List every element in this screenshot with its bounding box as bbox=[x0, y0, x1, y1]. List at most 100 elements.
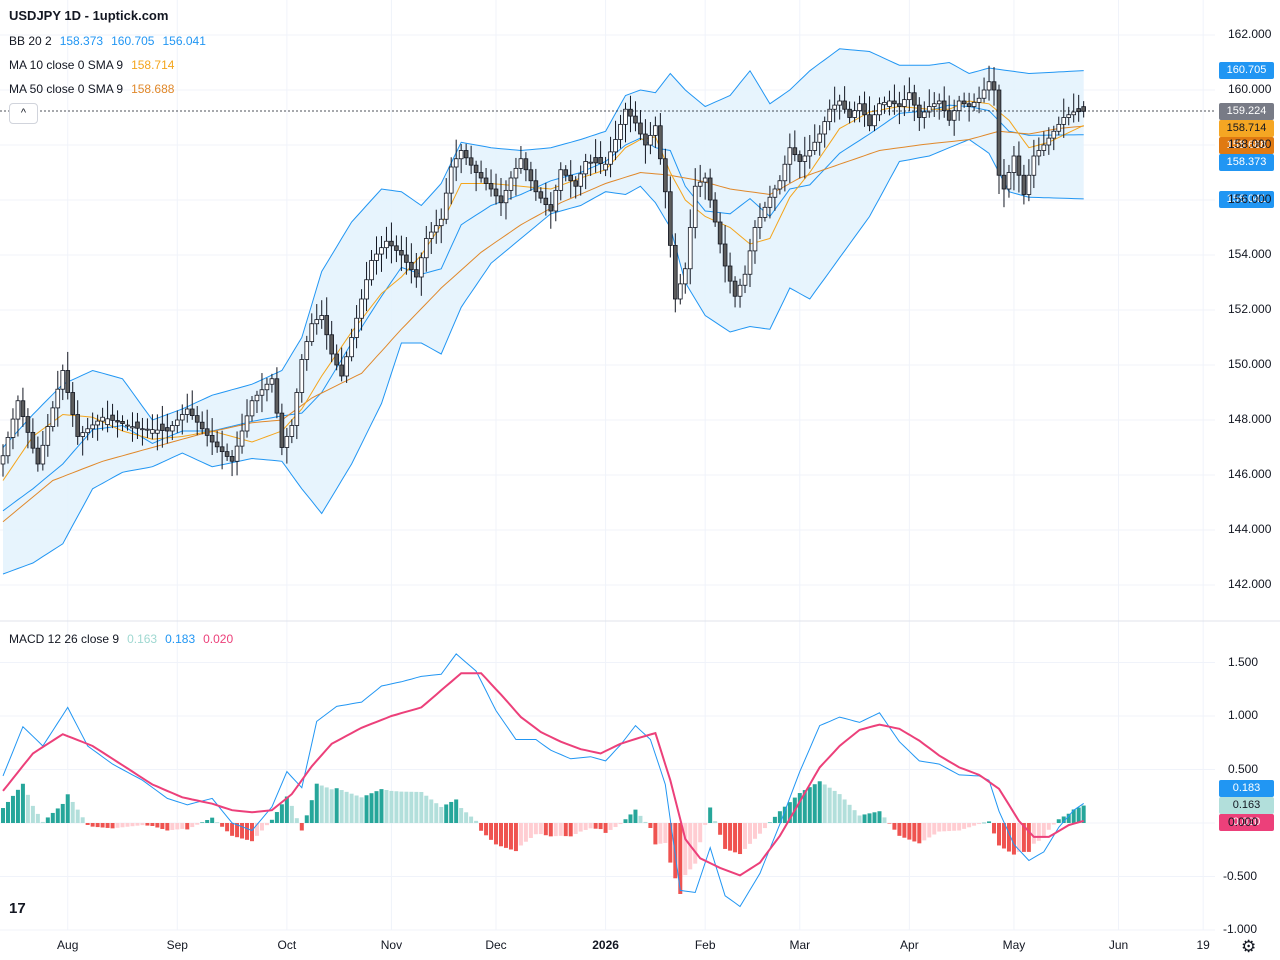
candle bbox=[384, 226, 389, 259]
macd-hist-bar bbox=[45, 817, 50, 823]
candle-body bbox=[922, 111, 927, 118]
candle-body bbox=[120, 421, 125, 424]
macd-hist-bar bbox=[225, 823, 230, 832]
macd-hist-bar bbox=[832, 790, 837, 823]
candle bbox=[35, 436, 41, 472]
macd-hist-bar bbox=[80, 817, 85, 823]
candle-body bbox=[409, 261, 414, 271]
macd-hist-bar bbox=[578, 823, 583, 832]
candle bbox=[558, 162, 564, 201]
macd-hist-bar bbox=[912, 823, 917, 842]
candle bbox=[1061, 98, 1067, 138]
candle-body bbox=[682, 268, 688, 285]
candle-body bbox=[399, 250, 404, 256]
candle bbox=[981, 77, 987, 103]
price-tick-label: 152.000 bbox=[1228, 302, 1272, 316]
macd-hist-bar bbox=[902, 823, 907, 838]
candle-body bbox=[60, 370, 66, 390]
candle bbox=[523, 152, 529, 182]
candle bbox=[762, 201, 768, 222]
collapse-legend-button[interactable]: ^ bbox=[9, 103, 38, 124]
candle-body bbox=[199, 421, 205, 430]
macd-tick-label: -1.000 bbox=[1223, 922, 1258, 936]
macd-hist-bar bbox=[115, 823, 120, 828]
macd-hist-bar bbox=[538, 823, 543, 835]
macd-hist-bar bbox=[518, 823, 523, 846]
macd-hist-bar bbox=[638, 815, 643, 823]
candle bbox=[254, 390, 260, 413]
candle bbox=[419, 252, 424, 296]
candle bbox=[443, 178, 449, 225]
candle bbox=[184, 393, 190, 423]
ma50-legend: MA 50 close 0 SMA 9 158.688 bbox=[9, 81, 182, 97]
candle-body bbox=[946, 110, 952, 121]
candle-body bbox=[438, 218, 444, 227]
candle bbox=[727, 252, 733, 294]
ma50-badge: 158.688 bbox=[1219, 137, 1274, 154]
candle bbox=[618, 114, 623, 149]
candle bbox=[1071, 93, 1077, 123]
macd-hist-bar bbox=[454, 799, 459, 823]
candle bbox=[653, 116, 658, 148]
candle bbox=[792, 130, 798, 162]
macd-hist-bar bbox=[847, 804, 852, 823]
last-price-badge: 159.224 bbox=[1219, 103, 1274, 120]
macd-badge: 0.183 bbox=[1219, 780, 1274, 797]
tradingview-logo-icon[interactable]: 17 bbox=[9, 900, 26, 917]
candle-body bbox=[673, 244, 678, 300]
macd-hist-value: 0.163 bbox=[127, 632, 158, 646]
macd-hist-bar bbox=[120, 823, 125, 828]
macd-hist-bar bbox=[75, 809, 80, 823]
macd-hist-bar bbox=[364, 795, 369, 823]
candle bbox=[822, 116, 827, 148]
candle bbox=[752, 220, 758, 264]
macd-hist-bar bbox=[279, 804, 284, 823]
macd-hist-bar bbox=[508, 823, 513, 850]
candle bbox=[996, 84, 1002, 194]
candle-body bbox=[344, 356, 349, 377]
candle-body bbox=[732, 280, 738, 297]
candle-body bbox=[523, 158, 529, 171]
macd-hist-bar bbox=[30, 805, 35, 823]
macd-hist-bar bbox=[748, 823, 752, 844]
candle-body bbox=[110, 414, 115, 421]
candle bbox=[30, 418, 36, 454]
macd-hist-bar bbox=[289, 805, 294, 823]
macd-tick-label: -0.500 bbox=[1223, 868, 1258, 883]
candle-body bbox=[991, 81, 997, 91]
macd-hist-bar bbox=[60, 803, 65, 823]
candle-body bbox=[971, 101, 977, 107]
macd-hist-bar bbox=[344, 791, 349, 823]
candle-body bbox=[598, 157, 603, 164]
macd-hist-bar bbox=[817, 781, 822, 823]
candle-body bbox=[404, 254, 409, 263]
candle bbox=[473, 160, 479, 192]
macd-hist-bar bbox=[673, 823, 678, 879]
candle-body bbox=[294, 392, 300, 426]
candle-body bbox=[339, 364, 344, 377]
macd-hist-bar bbox=[852, 810, 857, 823]
candle bbox=[304, 335, 310, 371]
macd-tick-label: 1.000 bbox=[1228, 708, 1259, 722]
candle bbox=[976, 86, 982, 114]
candle bbox=[682, 262, 688, 294]
candle-body bbox=[354, 317, 359, 338]
candle bbox=[244, 399, 250, 438]
candle bbox=[299, 354, 305, 403]
candle bbox=[374, 236, 379, 275]
candle bbox=[827, 99, 832, 131]
bb-lower-value: 156.041 bbox=[162, 34, 206, 48]
macd-hist-bar bbox=[349, 793, 354, 823]
candle bbox=[60, 364, 66, 401]
candle-body bbox=[1006, 172, 1012, 190]
macd-hist-bar bbox=[588, 823, 593, 829]
candle bbox=[842, 86, 847, 114]
candle bbox=[812, 124, 818, 155]
candle bbox=[1036, 137, 1042, 166]
candle bbox=[145, 418, 150, 438]
macd-tick-label: 0.500 bbox=[1228, 761, 1259, 776]
settings-gear-icon[interactable]: ⚙ bbox=[1241, 937, 1257, 956]
bb-legend: BB 20 2 158.373 160.705 156.041 bbox=[9, 33, 214, 49]
macd-hist-bar bbox=[887, 823, 892, 824]
